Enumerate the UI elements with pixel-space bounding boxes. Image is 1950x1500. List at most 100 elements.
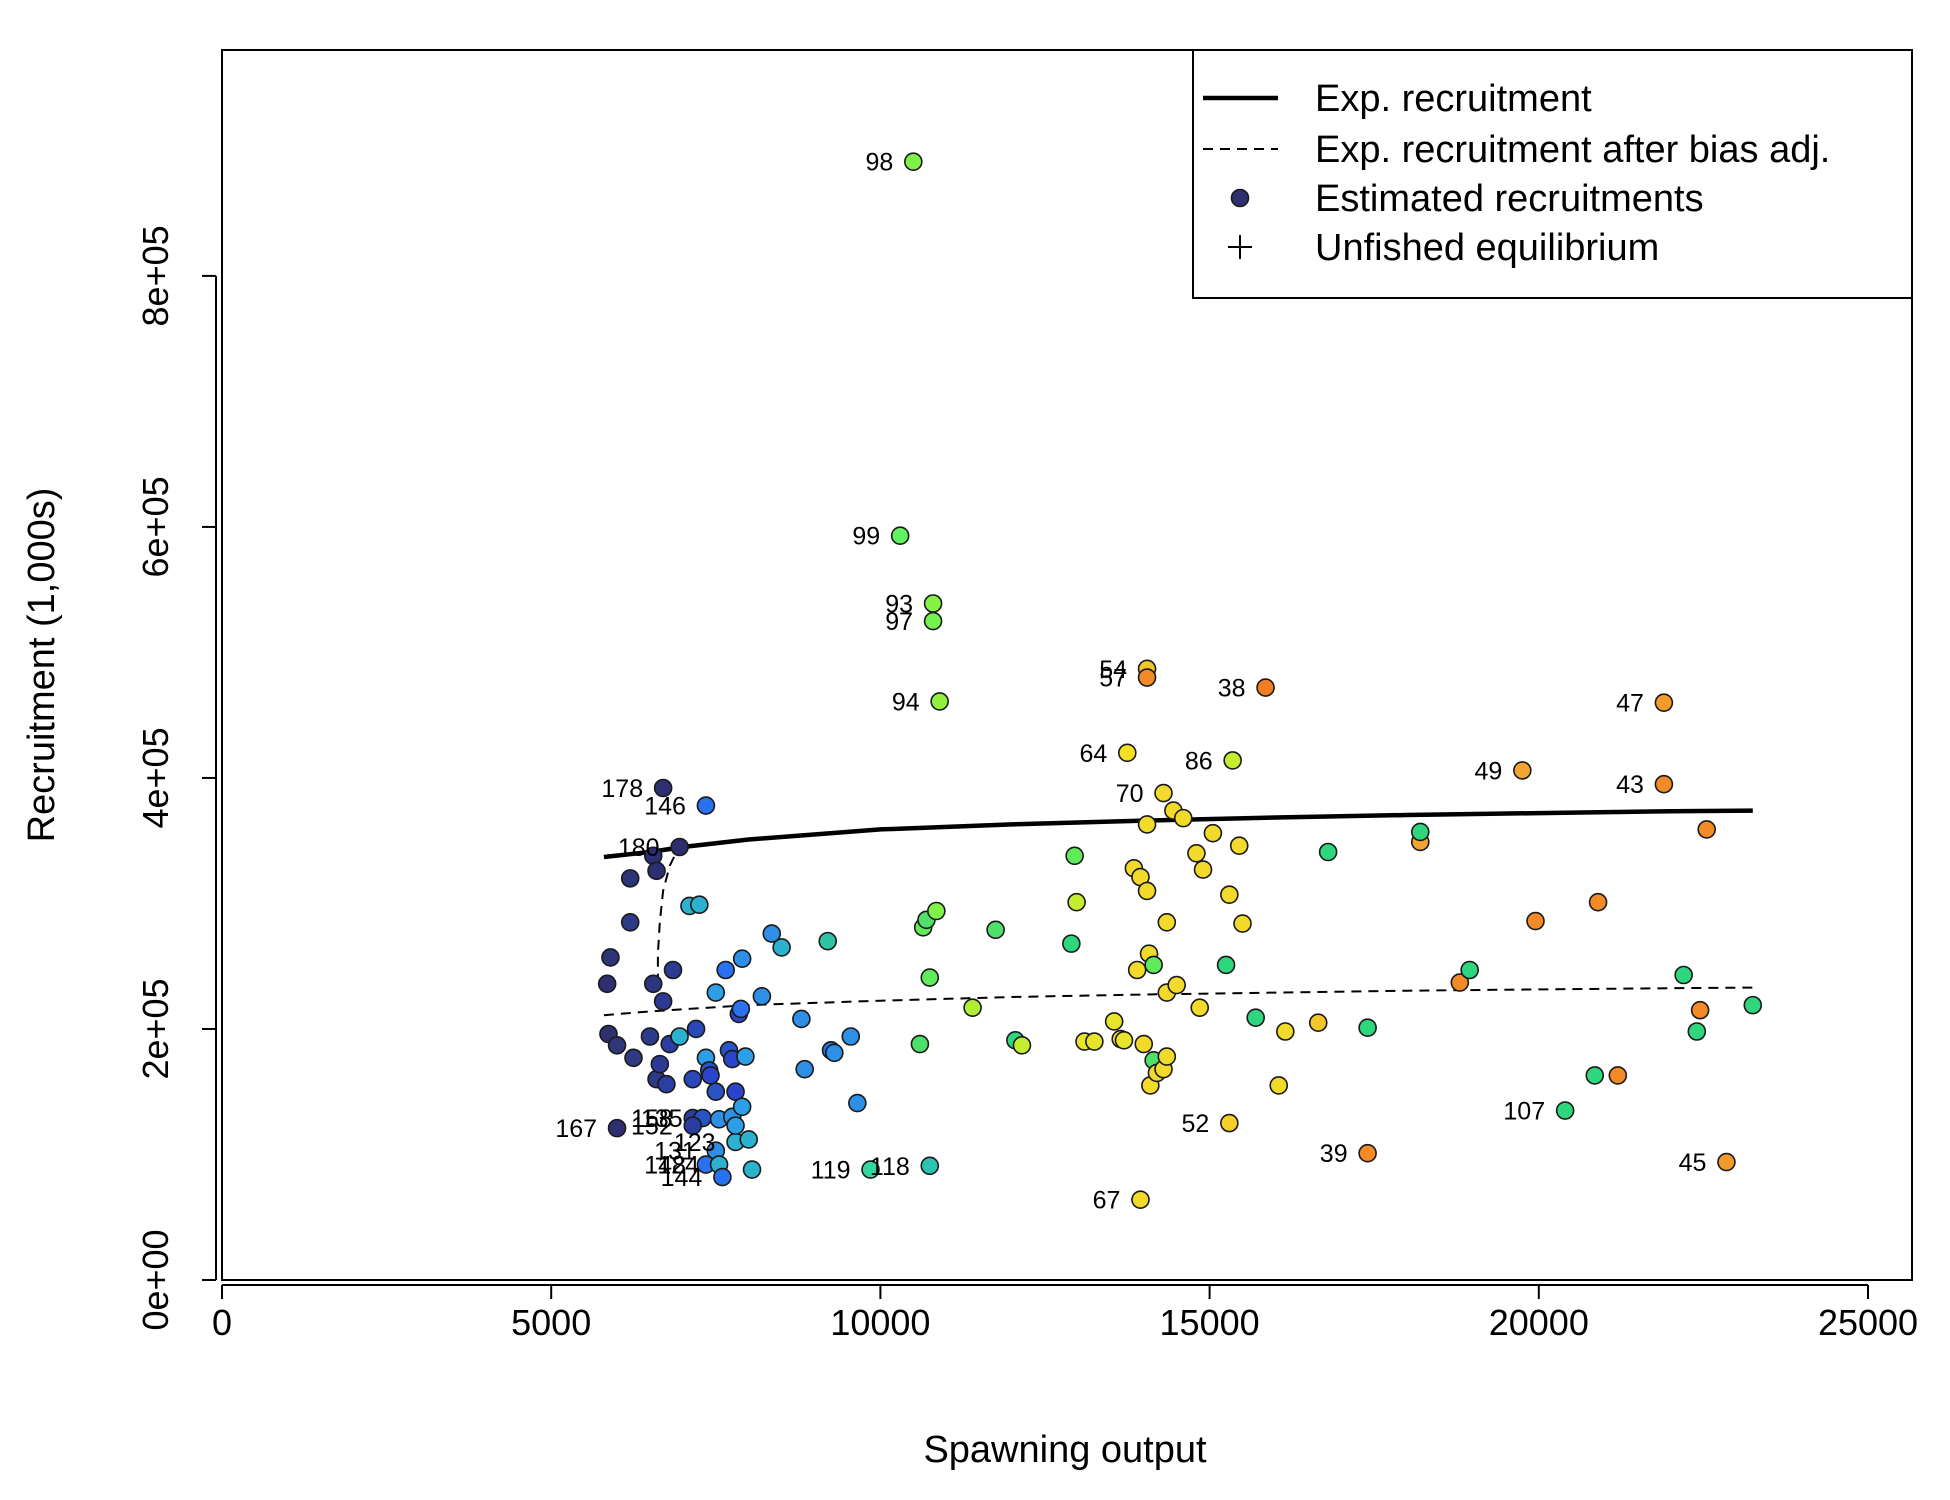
recruitment-point bbox=[643, 974, 663, 994]
point-label: 131 bbox=[654, 1138, 696, 1166]
recruitment-point bbox=[890, 526, 910, 546]
recruitment-point bbox=[1127, 960, 1147, 980]
recruitment-point bbox=[1585, 1066, 1605, 1085]
recruitment-point bbox=[1137, 668, 1157, 687]
recruitment-point bbox=[731, 999, 751, 1019]
recruitment-point bbox=[762, 924, 782, 943]
recruitment-point bbox=[683, 1116, 703, 1135]
recruitment-point bbox=[752, 987, 772, 1006]
recruitment-point bbox=[607, 1118, 627, 1138]
recruitment-point bbox=[1690, 1000, 1710, 1020]
recruitment-point bbox=[1358, 1143, 1377, 1163]
point-label: 148 bbox=[644, 1152, 686, 1180]
recruitment-point bbox=[1065, 846, 1084, 866]
recruitment-point bbox=[904, 152, 923, 172]
recruitment-point bbox=[1246, 1008, 1265, 1027]
recruitment-point bbox=[1137, 881, 1157, 901]
x-tick-label: 20000 bbox=[1489, 1302, 1589, 1343]
x-tick-label: 15000 bbox=[1160, 1302, 1260, 1343]
recruitment-point bbox=[1062, 934, 1081, 953]
recruitment-point bbox=[706, 1082, 726, 1102]
recruitment-point bbox=[647, 861, 666, 881]
recruitment-point bbox=[706, 983, 726, 1002]
recruitment-point bbox=[1654, 693, 1674, 712]
recruitment-point bbox=[1187, 843, 1206, 863]
recruitment-point bbox=[657, 1074, 676, 1094]
recruitment-point bbox=[696, 796, 716, 815]
y-axis: 0e+00 2e+05 4e+05 6e+05 8e+05 bbox=[135, 225, 217, 1331]
recruitment-point bbox=[650, 1054, 670, 1074]
recruitment-point bbox=[713, 1167, 732, 1187]
point-label: 144 bbox=[661, 1164, 703, 1192]
point-label: 70 bbox=[1116, 780, 1144, 808]
legend-entry-label: Unfished equilibrium bbox=[1315, 227, 1659, 269]
recruitment-point bbox=[772, 938, 791, 957]
point-label: 49 bbox=[1475, 757, 1503, 785]
legend-box bbox=[1192, 49, 1913, 299]
x-tick-label: 10000 bbox=[830, 1302, 930, 1343]
recruitment-point bbox=[927, 901, 946, 921]
recruitment-point bbox=[963, 998, 982, 1017]
recruitment-point bbox=[930, 692, 949, 711]
recruitment-point bbox=[663, 960, 683, 980]
point-label: 52 bbox=[1182, 1110, 1210, 1138]
recruitment-point bbox=[1256, 678, 1275, 697]
x-tick-label: 0 bbox=[212, 1302, 232, 1343]
point-label: 94 bbox=[892, 688, 920, 716]
recruitment-point bbox=[1318, 842, 1338, 862]
point-label: 64 bbox=[1079, 740, 1107, 768]
recruitment-point bbox=[1308, 1013, 1328, 1033]
recruitment-point bbox=[1118, 743, 1137, 763]
recruitment-point bbox=[1167, 975, 1186, 995]
recruitment-point bbox=[607, 1035, 627, 1055]
point-label: 38 bbox=[1218, 675, 1246, 703]
y-tick-label: 8e+05 bbox=[135, 225, 176, 326]
recruitment-point bbox=[732, 949, 752, 968]
recruitment-point bbox=[690, 895, 709, 915]
recruitment-point bbox=[1012, 1035, 1032, 1055]
recruitment-point bbox=[653, 778, 673, 798]
plot-frame bbox=[221, 49, 1913, 1281]
recruitment-point bbox=[1144, 955, 1163, 975]
recruitment-point bbox=[732, 1097, 752, 1117]
recruitment-point bbox=[739, 1130, 759, 1149]
recruitment-point bbox=[686, 1019, 706, 1039]
recruitment-point bbox=[920, 1156, 940, 1176]
recruitment-point bbox=[1220, 1113, 1239, 1133]
recruitment-point bbox=[1114, 1030, 1134, 1050]
recruitment-point bbox=[1450, 973, 1470, 992]
recruitment-point bbox=[1173, 808, 1193, 828]
recruitment-point bbox=[624, 1048, 643, 1068]
recruitment-point bbox=[986, 920, 1005, 940]
recruitment-point bbox=[1216, 955, 1236, 975]
recruitment-point bbox=[1220, 885, 1239, 904]
recruitment-point bbox=[601, 948, 620, 967]
recruitment-point bbox=[1134, 1034, 1154, 1054]
recruitment-point bbox=[795, 1059, 814, 1079]
recruitment-point bbox=[670, 837, 689, 857]
y-tick-label: 0e+00 bbox=[135, 1229, 176, 1330]
point-label: 43 bbox=[1616, 771, 1644, 799]
point-label: 47 bbox=[1616, 690, 1644, 718]
recruitment-point bbox=[653, 992, 673, 1011]
recruitment-point bbox=[1687, 1022, 1707, 1041]
recruitment-point bbox=[1154, 783, 1173, 803]
data-points bbox=[597, 152, 1763, 1209]
recruitment-point bbox=[818, 931, 838, 951]
point-label: 57 bbox=[1099, 665, 1127, 693]
y-axis-title: Recruitment (1,000s) bbox=[21, 488, 63, 843]
recruitment-point bbox=[1743, 995, 1763, 1015]
point-label: 86 bbox=[1185, 747, 1213, 775]
recruitment-point bbox=[1104, 1012, 1124, 1031]
recruitment-point bbox=[620, 869, 640, 888]
x-axis: 0 5000 10000 15000 20000 25000 bbox=[212, 1284, 1918, 1343]
recruitment-point bbox=[620, 912, 640, 932]
recruitment-point bbox=[1193, 860, 1213, 879]
point-label: 123 bbox=[674, 1129, 716, 1157]
point-label: 54 bbox=[1099, 656, 1127, 684]
point-label: 152 bbox=[631, 1113, 673, 1141]
recruitment-point bbox=[848, 1093, 867, 1113]
recruitment-point bbox=[1717, 1152, 1736, 1172]
recruitment-point bbox=[1555, 1101, 1575, 1120]
